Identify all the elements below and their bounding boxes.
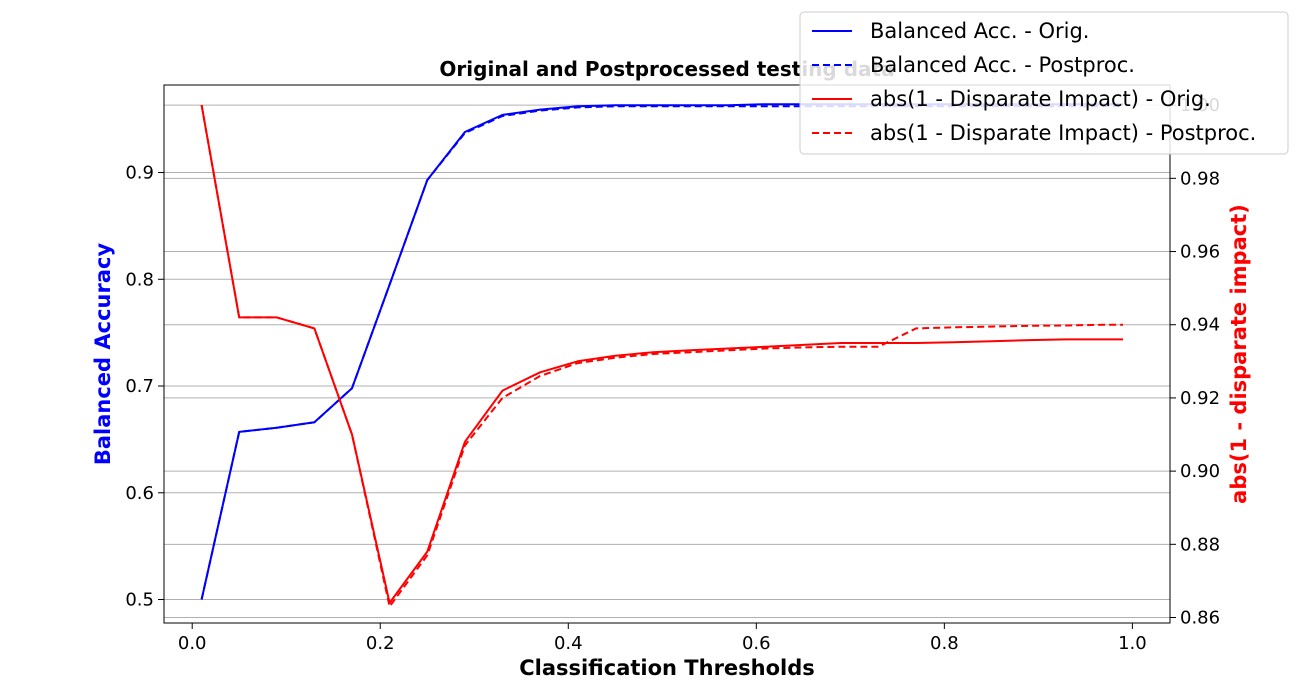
y-left-axis-label: Balanced Accuracy [91, 243, 115, 466]
legend-box [799, 11, 1289, 155]
x-tick-label: 0.6 [742, 633, 771, 654]
series-line-3 [200, 104, 1123, 604]
y-right-tick-label: 0.88 [1180, 534, 1220, 555]
y-right-tick-label: 0.96 [1180, 242, 1220, 263]
legend-label: abs(1 - Disparate Impact) - Postproc. [870, 121, 1256, 145]
x-axis-label: Classification Thresholds [519, 656, 815, 680]
y-left-tick-label: 0.6 [125, 483, 154, 504]
x-tick-label: 0.2 [366, 633, 395, 654]
y-left-tick-label: 0.7 [125, 376, 154, 397]
x-tick-label: 1.0 [1118, 633, 1147, 654]
series-line-2 [200, 105, 1123, 600]
grid-lines [164, 104, 1170, 619]
y-right-axis-label: abs(1 - disparate impact) [1227, 204, 1251, 504]
series-line-4 [200, 104, 1123, 608]
y-right-tick-label: 0.90 [1180, 461, 1220, 482]
x-tick-label: 0.4 [554, 633, 583, 654]
y-right-tick-label: 0.98 [1180, 168, 1220, 189]
legend: Balanced Acc. - Orig. Balanced Acc. - Pos… [799, 11, 1289, 155]
y-left-tick-label: 0.5 [125, 590, 154, 611]
x-tick-label: 0.8 [930, 633, 959, 654]
y-left-tick-label: 0.9 [125, 163, 154, 184]
legend-label: Balanced Acc. - Postproc. [870, 53, 1135, 77]
y-right-tick-label: 0.94 [1180, 315, 1220, 336]
y-left-tick-label: 0.8 [125, 269, 154, 290]
legend-label: abs(1 - Disparate Impact) - Orig. [870, 87, 1211, 111]
y-right-tick-label: 0.86 [1180, 608, 1220, 629]
legend-label: Balanced Acc. - Orig. [870, 19, 1089, 43]
series-lines [200, 103, 1123, 608]
x-tick-label: 0.0 [178, 633, 207, 654]
plot-frame [163, 84, 1171, 624]
axes: 0.860.880.900.920.940.960.981.000.50.60.… [125, 95, 1220, 654]
y-right-tick-label: 0.92 [1180, 388, 1220, 409]
